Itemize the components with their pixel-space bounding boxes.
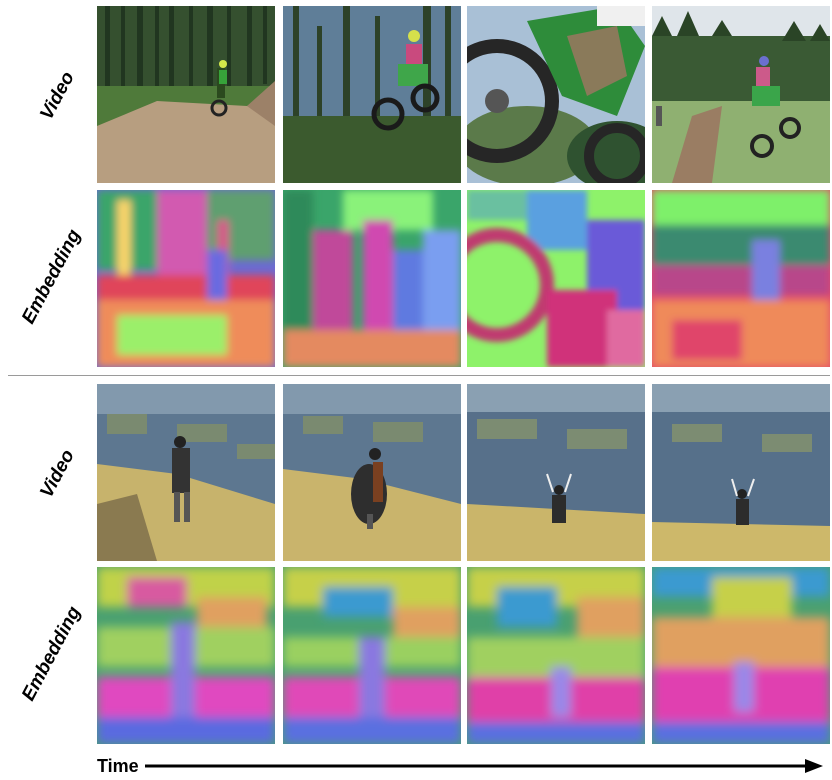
video-frame-moto-1	[97, 6, 275, 183]
embedding-frame-moto-4	[652, 190, 830, 367]
video-frame-paraglider-3	[467, 384, 645, 561]
row-label-embedding-1: Embedding	[18, 226, 86, 328]
video-frame-moto-4	[652, 6, 830, 183]
row-label-embedding-2: Embedding	[18, 603, 86, 705]
video-frame-moto-2	[283, 6, 461, 183]
video-frame-paraglider-2	[283, 384, 461, 561]
embedding-frame-moto-1	[97, 190, 275, 367]
video-frame-paraglider-1	[97, 384, 275, 561]
embedding-frame-paraglider-1	[97, 567, 275, 744]
embedding-frame-paraglider-3	[467, 567, 645, 744]
time-axis-label: Time	[97, 756, 139, 776]
video-frame-paraglider-4	[652, 384, 830, 561]
embedding-frame-moto-2	[283, 190, 461, 367]
embedding-frame-moto-3	[467, 190, 645, 367]
group-divider	[8, 375, 830, 376]
time-arrow-icon	[145, 759, 823, 773]
row-label-video-2: Video	[36, 446, 79, 502]
video-frame-moto-3	[467, 6, 645, 183]
embedding-frame-paraglider-4	[652, 567, 830, 744]
embedding-frame-paraglider-2	[283, 567, 461, 744]
row-label-video-1: Video	[36, 68, 79, 124]
